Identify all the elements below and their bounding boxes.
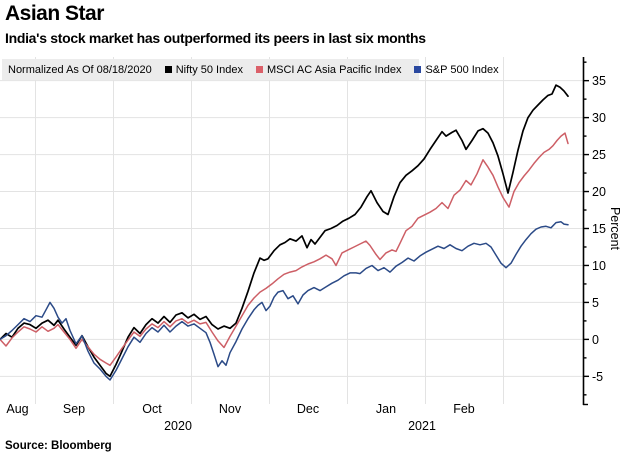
source-note: Source: Bloomberg (5, 440, 112, 452)
x-month-label: Oct (142, 402, 162, 416)
legend-swatch-nifty (164, 66, 172, 73)
legend-item-nifty: Nifty 50 Index (164, 63, 243, 76)
legend-swatch-msci (255, 66, 263, 73)
x-month-label: Sep (63, 402, 85, 416)
legend-note: Normalized As Of 08/18/2020 (8, 63, 152, 76)
y-tick-label: 30 (592, 111, 606, 125)
x-year-label: 2021 (408, 419, 436, 433)
legend-item-sp500: S&P 500 Index (414, 63, 499, 76)
y-tick-label: 35 (592, 74, 606, 88)
y-tick-label: 25 (592, 148, 606, 162)
chart-legend: Normalized As Of 08/18/2020 Nifty 50 Ind… (2, 59, 499, 80)
x-month-label: Feb (453, 402, 475, 416)
legend-label-msci: MSCI AC Asia Pacific Index (266, 63, 402, 76)
x-month-label: Aug (6, 402, 28, 416)
x-month-label: Dec (297, 402, 319, 416)
legend-swatch-sp500 (414, 66, 422, 73)
legend-item-msci: MSCI AC Asia Pacific Index (255, 63, 402, 76)
y-tick-label: 0 (592, 333, 599, 347)
y-tick-label: 10 (592, 259, 606, 273)
x-month-label: Jan (376, 402, 396, 416)
x-year-label: 2020 (164, 419, 192, 433)
y-tick-label: -5 (592, 370, 603, 384)
legend-label-sp500: S&P 500 Index (425, 63, 499, 76)
legend-label-nifty: Nifty 50 Index (175, 63, 243, 76)
y-tick-label: 15 (592, 222, 606, 236)
series-line-msci-asia-pacific (0, 132, 569, 367)
page-subtitle: India's stock market has outperformed it… (5, 30, 426, 46)
series-line-nifty50 (0, 84, 569, 378)
y-tick-label: 20 (592, 185, 606, 199)
y-tick-label: 5 (592, 296, 599, 310)
x-month-label: Nov (219, 402, 242, 416)
series-line-sp500 (0, 221, 569, 381)
y-axis-title: Percent (608, 207, 620, 251)
page-title: Asian Star (5, 2, 104, 25)
